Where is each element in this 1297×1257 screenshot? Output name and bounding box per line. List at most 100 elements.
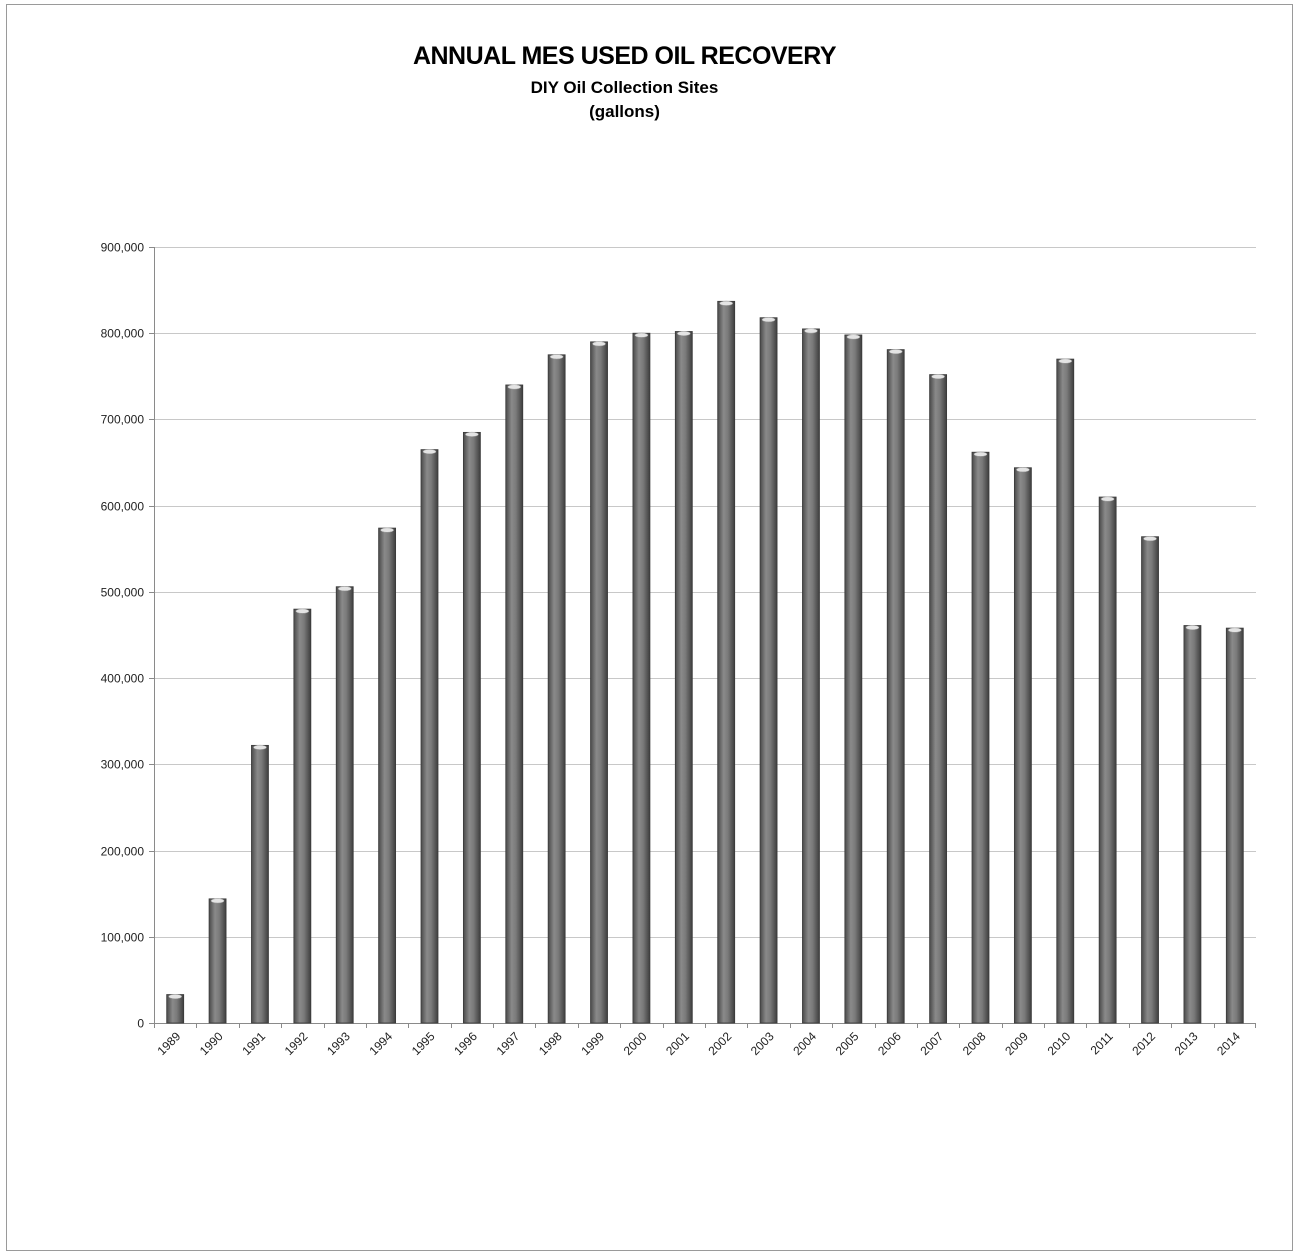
x-tick-label: 2007 — [917, 1029, 946, 1058]
bar-group — [1183, 625, 1202, 1024]
y-tick-label: 700,000 — [101, 413, 145, 427]
bar — [251, 744, 269, 1024]
bar-group — [802, 328, 820, 1024]
bar-cap — [380, 527, 394, 533]
bar — [929, 374, 948, 1024]
bar — [1225, 627, 1244, 1024]
bar — [505, 384, 524, 1024]
bar-cap — [592, 341, 606, 347]
bar-group — [462, 431, 481, 1024]
y-tick-label: 600,000 — [101, 500, 145, 514]
bar — [632, 332, 651, 1024]
bar — [1098, 496, 1117, 1024]
bar-group — [929, 374, 948, 1024]
bar — [547, 354, 566, 1024]
bar-cap — [1100, 496, 1115, 502]
bar-group — [1013, 467, 1032, 1024]
bar-cap — [507, 384, 522, 390]
bar-cap — [422, 449, 437, 455]
x-tick-label: 2012 — [1129, 1029, 1158, 1058]
bar — [886, 349, 905, 1024]
gridlines — [154, 247, 1256, 938]
bar-cap — [677, 331, 691, 336]
bar-group — [632, 332, 651, 1024]
y-tick-label: 800,000 — [101, 327, 145, 341]
bar-cap — [168, 994, 182, 999]
bar-group — [505, 384, 524, 1024]
bar-cap — [337, 586, 352, 592]
x-axis-tick-labels: 1989 1990 1991 1992 1993 1994 1995 1996 1997 1998… — [155, 1029, 1244, 1058]
bar — [844, 334, 863, 1024]
bar-group — [674, 331, 693, 1024]
y-tick-label: 900,000 — [101, 241, 145, 255]
x-tick-label: 2000 — [621, 1029, 650, 1058]
chart-subtitle: DIY Oil Collection Sites — [530, 78, 719, 97]
x-tick-label: 2008 — [960, 1029, 989, 1058]
bar — [759, 317, 778, 1024]
bar-cap — [465, 431, 479, 437]
bar-group — [335, 586, 354, 1024]
bar — [420, 449, 439, 1024]
bar-group — [1098, 496, 1117, 1024]
bar-cap — [549, 354, 564, 360]
bar-cap — [253, 744, 267, 750]
x-tick-label: 1994 — [366, 1029, 395, 1058]
x-tick-label: 1993 — [324, 1029, 353, 1058]
bar — [462, 431, 481, 1024]
y-tick-label: 200,000 — [101, 845, 145, 859]
x-tick-label: 2011 — [1088, 1029, 1116, 1057]
x-tick-label: 2010 — [1045, 1029, 1074, 1058]
y-tick-label: 500,000 — [101, 586, 145, 600]
bar-cap — [804, 328, 818, 334]
bar-cap — [1058, 358, 1073, 364]
bar-group — [971, 451, 990, 1024]
bar-group — [547, 354, 566, 1024]
x-tick-label: 1999 — [578, 1029, 607, 1058]
bar-group — [1225, 627, 1244, 1024]
x-tick-label: 1995 — [409, 1029, 438, 1058]
x-tick-label: 1996 — [451, 1029, 480, 1058]
bar — [208, 898, 227, 1024]
bar — [971, 451, 990, 1024]
bar — [293, 608, 312, 1024]
x-tick-label: 1997 — [494, 1029, 523, 1058]
bar-group — [590, 341, 608, 1024]
bar-cap — [1143, 536, 1157, 542]
bar-group — [378, 527, 397, 1024]
bar-cap — [295, 608, 310, 614]
bar — [378, 527, 397, 1024]
bar-group — [759, 317, 778, 1024]
x-tick-label: 2006 — [875, 1029, 904, 1058]
bar — [717, 300, 736, 1024]
bar — [590, 341, 608, 1024]
bar-group — [420, 449, 439, 1024]
x-tick-label: 2001 — [663, 1029, 692, 1058]
y-tick-label: 100,000 — [101, 931, 145, 945]
bar-group — [251, 744, 269, 1024]
bar — [335, 586, 354, 1024]
bar-cap — [931, 374, 945, 380]
bar-cap — [1228, 627, 1242, 633]
bar-group — [166, 994, 185, 1024]
bar-cap — [888, 349, 903, 355]
bar-cap — [973, 451, 988, 457]
chart-title: ANNUAL MES USED OIL RECOVERY — [412, 42, 837, 70]
bar-cap — [1185, 625, 1200, 630]
bar — [1183, 625, 1202, 1024]
x-tick-label: 2004 — [790, 1029, 819, 1058]
bar-cap — [634, 332, 649, 338]
x-tick-label: 1998 — [536, 1029, 565, 1058]
x-tick-label: 1990 — [197, 1029, 226, 1058]
x-tick-label: 2003 — [748, 1029, 777, 1058]
bar-group — [886, 349, 905, 1024]
x-tick-label: 2014 — [1214, 1029, 1243, 1058]
title-block: ANNUAL MES USED OIL RECOVERY DIY Oil Col… — [0, 40, 1249, 124]
y-tick-label: 400,000 — [101, 672, 145, 686]
bar — [1013, 467, 1032, 1024]
bar-group — [844, 334, 863, 1024]
bar-cap — [1016, 467, 1030, 473]
bar-group — [208, 898, 227, 1024]
x-tick-label: 2005 — [833, 1029, 862, 1058]
y-tick-label: 300,000 — [101, 758, 145, 772]
bar — [1141, 536, 1159, 1024]
